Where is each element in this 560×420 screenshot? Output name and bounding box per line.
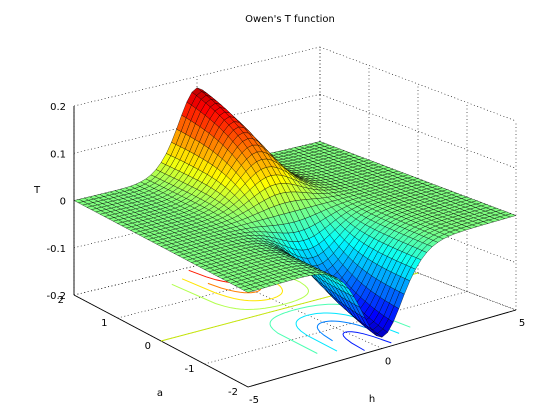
y-tick-label: 0 [145, 341, 151, 352]
chart-title: Owen's T function [245, 14, 335, 25]
y-tick-label: -2 [228, 387, 238, 398]
contour-line [316, 320, 373, 342]
grid-line [319, 46, 517, 122]
x-tick-label: -5 [249, 395, 259, 406]
y-tick-label: -1 [185, 364, 195, 375]
contour-line [295, 312, 400, 352]
z-axis-label: T [33, 185, 41, 196]
surface-mesh [73, 87, 517, 338]
z-tick-label: -0.2 [46, 291, 66, 302]
contour-line [342, 331, 392, 351]
z-tick-label: -0.1 [46, 244, 66, 255]
x-axis-label: h [369, 394, 375, 405]
contour-line [269, 303, 411, 354]
z-tick-label: 0.1 [50, 149, 66, 160]
x-tick-label: 0 [385, 357, 391, 368]
y-tick-label: 2 [58, 295, 64, 306]
z-tick-label: 0 [60, 197, 66, 208]
y-tick-label: 1 [101, 318, 107, 329]
surface-patch [243, 288, 255, 293]
contour-line [181, 264, 284, 302]
grid-line [73, 46, 321, 107]
y-axis-label: a [157, 388, 163, 399]
contour-line [171, 262, 310, 311]
x-axis-line [247, 309, 517, 388]
tick-labels: -0.2 -0.1 0 0.1 0.2 -2 -1 0 1 2 -5 0 5 [46, 102, 525, 406]
x-tick-label: 5 [519, 318, 525, 329]
z-tick-label: 0.2 [50, 102, 66, 113]
grid-line [204, 291, 468, 365]
